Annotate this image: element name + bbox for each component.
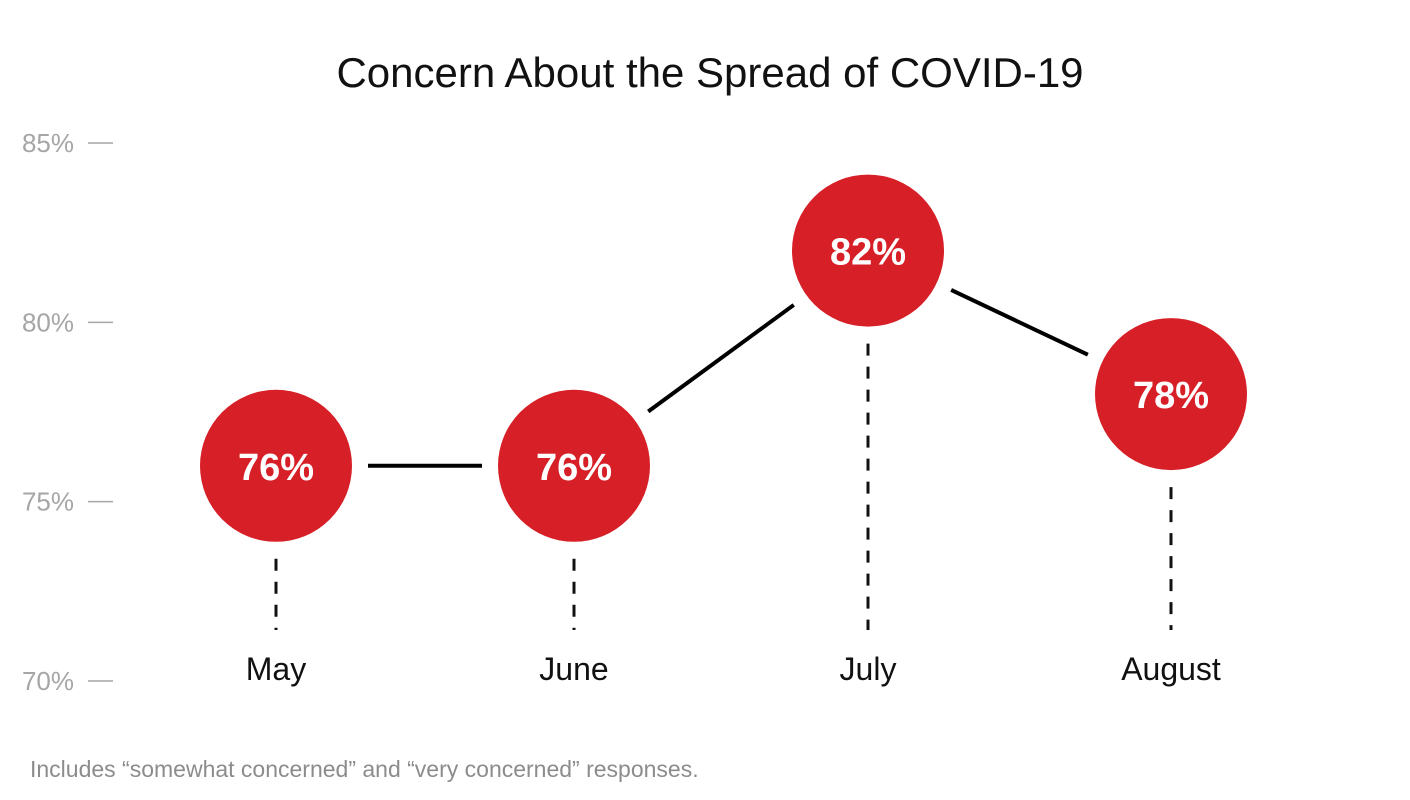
drop-lines <box>274 343 1173 630</box>
data-label: 82% <box>830 232 906 274</box>
y-tick-label: 70% <box>22 666 74 696</box>
chart-note: Includes “somewhat concerned” and “very … <box>30 756 699 782</box>
y-tick-label: 85% <box>22 128 74 158</box>
x-axis: May June July August <box>246 651 1221 687</box>
y-axis: 70% 75% 80% 85% <box>22 128 113 696</box>
x-tick-label: June <box>539 651 608 687</box>
series-line-segment <box>950 288 1089 357</box>
series-line-segment <box>647 303 795 414</box>
data-label: 76% <box>238 447 314 489</box>
data-label: 78% <box>1133 375 1209 417</box>
data-point-marker <box>498 389 650 542</box>
data-points: 76% 76% 82% 78% <box>200 174 1247 542</box>
x-tick-label: July <box>840 651 897 687</box>
y-tick-label: 80% <box>22 307 74 337</box>
data-point-marker <box>792 174 944 327</box>
y-tick-label: 75% <box>22 487 74 517</box>
data-label: 76% <box>536 447 612 489</box>
chart-title: Concern About the Spread of COVID-19 <box>336 49 1083 96</box>
series-line <box>368 288 1089 468</box>
x-tick-label: August <box>1121 651 1221 687</box>
x-tick-label: May <box>246 651 306 687</box>
data-point-marker <box>1095 318 1247 471</box>
data-point-marker <box>200 389 352 542</box>
